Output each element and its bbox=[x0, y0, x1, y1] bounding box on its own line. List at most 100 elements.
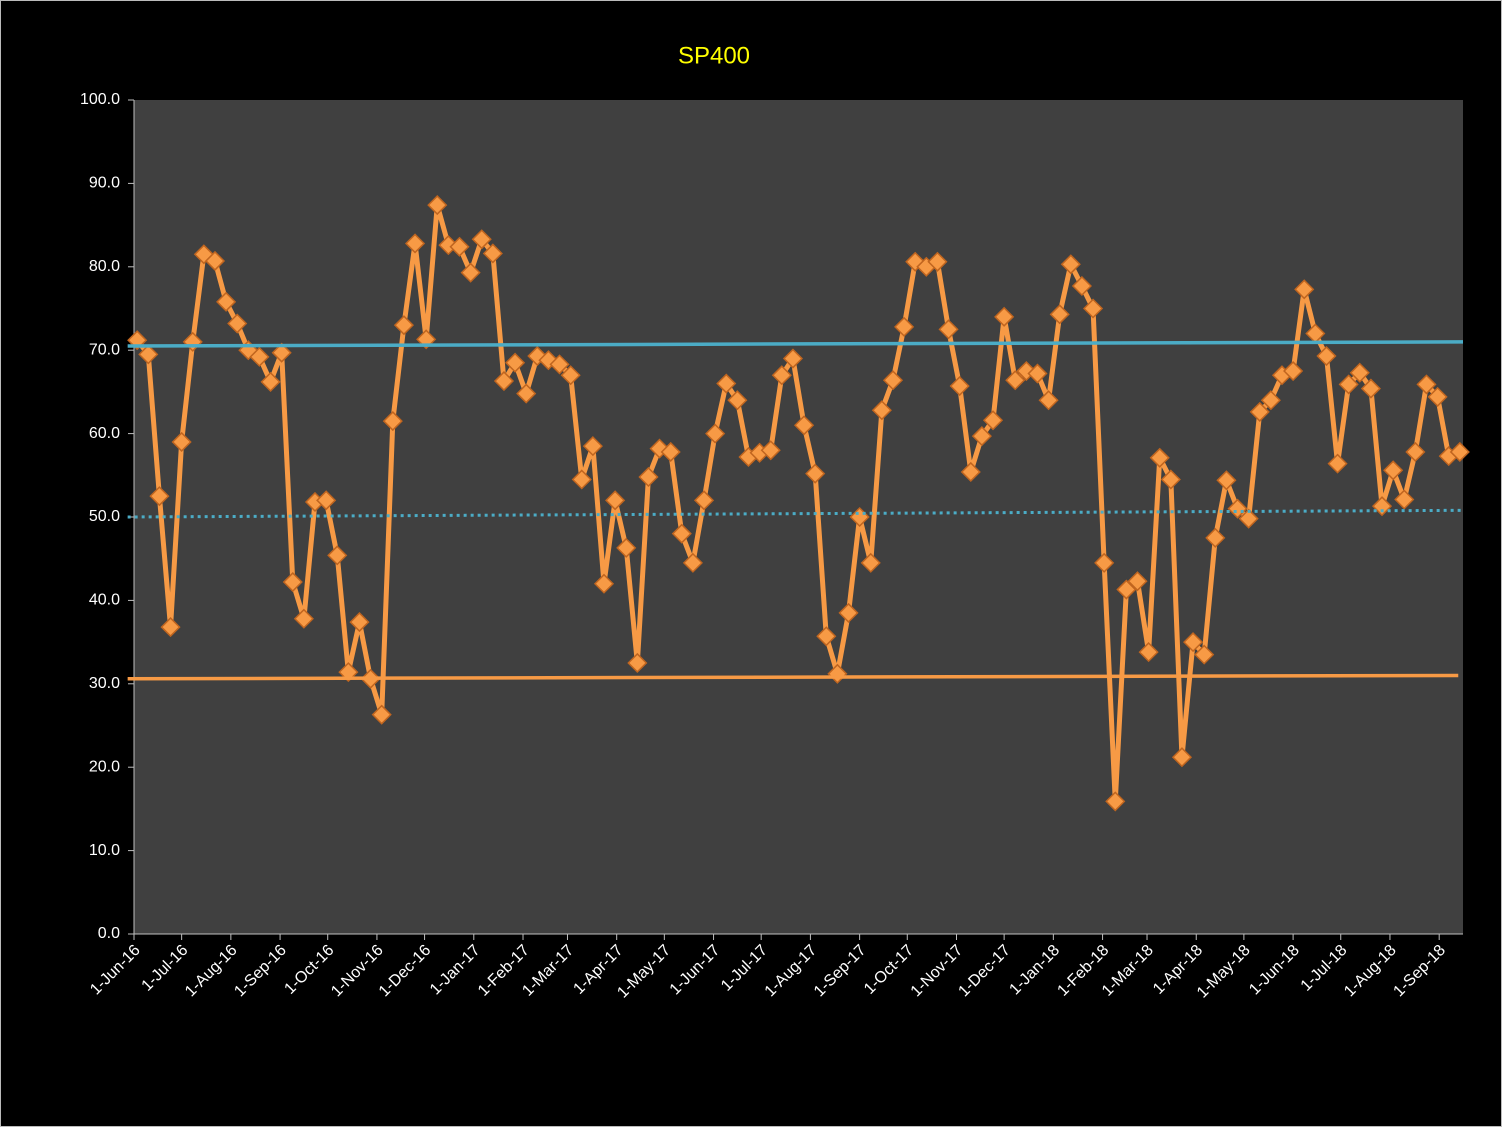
data-point bbox=[1160, 469, 1181, 490]
data-point bbox=[871, 400, 892, 421]
data-point bbox=[793, 415, 815, 436]
reference-line bbox=[127, 508, 1464, 519]
data-point bbox=[1194, 644, 1215, 665]
data-point bbox=[1294, 279, 1315, 300]
data-point bbox=[327, 545, 348, 566]
y-tick-label: 80.0 bbox=[89, 258, 120, 275]
y-tick-label: 70.0 bbox=[89, 341, 120, 358]
data-point bbox=[582, 436, 603, 457]
chart-title: SP400 bbox=[678, 42, 750, 69]
data-point bbox=[149, 486, 170, 507]
data-point bbox=[1183, 632, 1204, 653]
y-tick-label: 100.0 bbox=[80, 91, 120, 108]
data-point bbox=[1060, 254, 1081, 275]
data-point bbox=[493, 370, 515, 392]
data-point bbox=[705, 423, 726, 444]
data-point bbox=[1127, 571, 1148, 592]
data-point bbox=[638, 466, 659, 488]
data-point bbox=[1049, 304, 1070, 325]
data-point bbox=[627, 652, 648, 674]
data-point bbox=[427, 195, 448, 216]
data-point bbox=[1005, 370, 1026, 391]
data-point bbox=[1116, 579, 1137, 600]
data-point bbox=[138, 344, 159, 365]
data-point bbox=[1216, 470, 1237, 491]
data-point bbox=[1449, 441, 1470, 463]
reference-line bbox=[127, 340, 1464, 348]
data-point bbox=[1427, 386, 1448, 407]
data-point bbox=[882, 370, 904, 391]
data-point bbox=[449, 236, 470, 257]
data-point bbox=[616, 537, 637, 558]
data-point bbox=[1360, 378, 1381, 399]
data-point bbox=[860, 552, 881, 573]
data-point bbox=[1349, 362, 1370, 383]
data-point bbox=[204, 250, 226, 272]
data-point bbox=[960, 461, 981, 483]
data-point bbox=[1405, 441, 1426, 463]
data-point bbox=[1038, 390, 1059, 411]
data-point bbox=[994, 306, 1015, 327]
data-point bbox=[771, 365, 792, 386]
data-point bbox=[516, 383, 537, 404]
data-point bbox=[371, 704, 392, 725]
data-point bbox=[1316, 345, 1337, 367]
data-point bbox=[660, 441, 681, 463]
data-point bbox=[160, 617, 181, 638]
data-point bbox=[727, 390, 748, 411]
data-point bbox=[1138, 642, 1159, 663]
data-point bbox=[1394, 489, 1415, 510]
data-point bbox=[1171, 747, 1193, 768]
data-point bbox=[1027, 363, 1048, 384]
data-point bbox=[760, 440, 781, 461]
data-point bbox=[560, 365, 581, 386]
data-point bbox=[1283, 360, 1304, 382]
data-point bbox=[605, 490, 626, 511]
y-tick-label: 50.0 bbox=[89, 508, 120, 525]
data-point bbox=[549, 354, 570, 375]
data-point bbox=[249, 346, 270, 367]
data-point bbox=[505, 352, 526, 373]
data-point bbox=[949, 376, 970, 397]
data-point bbox=[671, 523, 692, 544]
data-point bbox=[1327, 453, 1348, 474]
data-point bbox=[894, 316, 915, 337]
data-point bbox=[805, 463, 826, 484]
y-tick-label: 40.0 bbox=[89, 592, 120, 609]
data-point bbox=[382, 411, 403, 432]
data-point bbox=[782, 348, 804, 369]
data-point bbox=[471, 229, 492, 250]
data-point bbox=[271, 342, 292, 363]
data-point bbox=[816, 626, 837, 647]
data-point bbox=[1260, 390, 1281, 411]
y-tick-label: 30.0 bbox=[89, 675, 120, 692]
data-point bbox=[593, 573, 615, 594]
data-point bbox=[293, 608, 314, 629]
y-tick-label: 10.0 bbox=[89, 842, 120, 859]
data-point bbox=[971, 426, 992, 447]
data-point bbox=[571, 469, 592, 490]
data-point bbox=[193, 244, 214, 265]
data-point bbox=[838, 602, 859, 623]
data-point bbox=[693, 490, 715, 511]
data-point bbox=[1094, 552, 1115, 573]
data-point bbox=[1249, 401, 1270, 422]
data-point bbox=[460, 262, 481, 283]
data-point bbox=[1205, 527, 1226, 548]
data-point bbox=[282, 571, 303, 593]
y-tick-label: 60.0 bbox=[89, 425, 120, 442]
data-point bbox=[171, 431, 192, 453]
data-point bbox=[1416, 374, 1437, 395]
data-point bbox=[1082, 298, 1104, 319]
data-point bbox=[1371, 496, 1393, 517]
data-point bbox=[227, 313, 248, 334]
data-point bbox=[938, 319, 959, 340]
data-point bbox=[393, 315, 414, 336]
data-point bbox=[927, 251, 948, 272]
data-point bbox=[1383, 460, 1404, 481]
data-point bbox=[1071, 275, 1092, 297]
data-point bbox=[216, 291, 237, 312]
data-point bbox=[527, 345, 548, 367]
